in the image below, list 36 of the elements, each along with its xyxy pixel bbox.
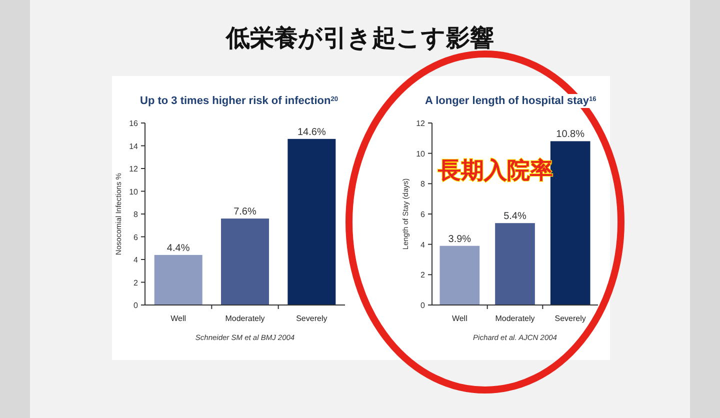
y-tick-label: 12	[416, 119, 426, 128]
y-tick-label: 6	[134, 232, 139, 242]
bar	[288, 138, 336, 305]
bar	[221, 218, 269, 305]
y-tick-label: 10	[129, 187, 139, 196]
x-tick-label: Moderately	[495, 314, 535, 323]
y-tick-label: 10	[416, 149, 426, 158]
bar	[154, 254, 202, 305]
y-tick-label: 0	[134, 301, 139, 310]
data-label: 10.8%	[556, 129, 585, 140]
x-tick-label: Severely	[554, 314, 586, 323]
data-label: 4.4%	[166, 242, 190, 254]
bar	[440, 246, 480, 305]
y-tick-label: 8	[134, 210, 139, 219]
y-tick-label: 2	[134, 278, 139, 288]
y-tick-label: 16	[129, 119, 139, 128]
y-tick-label: 8	[420, 180, 426, 189]
text: 低栄養が引き起こす影響	[225, 25, 494, 52]
chart-title: Up to 3 times higher risk of infection$^{20}$	[140, 95, 338, 107]
data-label: 3.9%	[448, 234, 472, 245]
x-tick-label: Moderately	[225, 314, 265, 323]
y-tick-label: 4	[134, 256, 139, 264]
y-tick-label: 0	[420, 301, 426, 310]
y-tick-label: 2	[420, 270, 426, 280]
bar	[495, 223, 535, 305]
data-label: 7.6%	[234, 206, 257, 218]
y-tick-label: 4	[420, 240, 426, 250]
data-label: 14.6%	[297, 126, 326, 138]
y-tick-label: 6	[420, 210, 426, 219]
data-label: 5.4%	[504, 211, 527, 222]
y-tick-label: 14	[129, 142, 139, 151]
x-tick-label: Severely	[296, 314, 328, 323]
x-tick-label: Well	[452, 314, 468, 323]
chart-title: A longer length of hospital stay$^{16}$	[425, 95, 597, 107]
x-tick-label: Well	[170, 314, 186, 323]
y-tick-label: 12	[129, 164, 139, 174]
